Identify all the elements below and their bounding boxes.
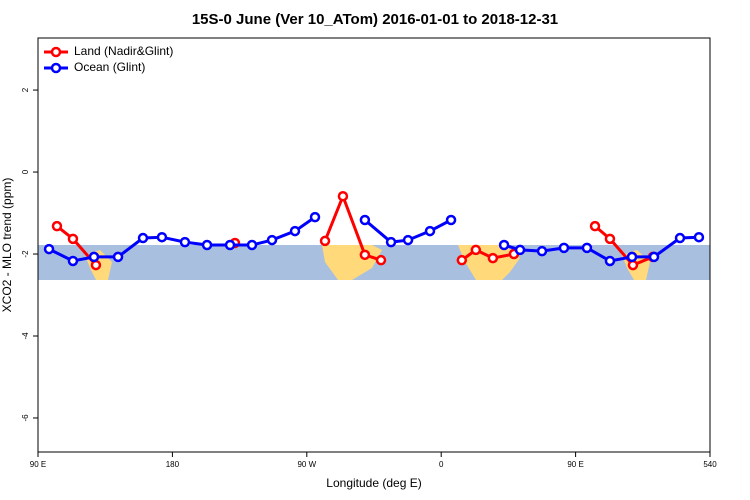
y-tick-label: -6 [21,414,30,422]
data-point [375,254,387,266]
x-axis-label: Longitude (deg E) [326,476,421,490]
x-tick-label: 90 W [297,460,316,469]
data-point [604,233,616,245]
data-point [536,245,548,257]
y-tick-label: 2 [21,87,30,92]
legend-marker [50,46,62,58]
data-point [648,251,660,263]
data-point [88,251,100,263]
data-point [112,251,124,263]
data-point [201,239,213,251]
x-tick-label: 180 [166,460,180,469]
y-tick-label: -4 [21,332,30,340]
series-line [503,235,700,263]
data-point [266,234,278,246]
series-line [594,225,654,267]
data-point [90,259,102,271]
data-point [470,244,482,256]
data-point [179,236,191,248]
legend-marker [50,62,62,74]
data-point [289,225,301,237]
data-point [402,234,414,246]
data-point [456,254,468,266]
data-point [487,252,499,264]
data-point [498,239,510,251]
data-point [604,255,616,267]
data-point [67,233,79,245]
series-line [323,192,382,262]
x-tick-label: 90 E [567,460,583,469]
y-axis-label: XCO2 - MLO trend (ppm) [0,178,14,313]
data-point [319,235,331,247]
series-line [460,248,515,262]
data-point [581,242,593,254]
data-point [589,220,601,232]
data-point [627,259,639,271]
data-point [424,225,436,237]
legend-label: Land (Nadir&Glint) [74,44,173,58]
plot-frame [37,37,711,453]
data-point [137,232,149,244]
data-point [558,242,570,254]
data-point [359,249,371,261]
data-point [309,211,321,223]
legend-label: Ocean (Glint) [74,60,145,74]
chart-title: 15S-0 June (Ver 10_ATom) 2016-01-01 to 2… [192,11,558,28]
data-point [224,239,236,251]
data-point [246,239,258,251]
data-point [693,231,705,243]
data-point [337,190,349,202]
x-tick-label: 90 E [30,460,46,469]
data-point [51,220,63,232]
data-point [514,244,526,256]
data-point [67,255,79,267]
data-point [156,231,168,243]
x-tick-label: 0 [439,460,444,469]
x-tick-label: 540 [703,460,717,469]
data-point [445,214,457,226]
data-point [674,232,686,244]
data-point [359,214,371,226]
y-tick-label: 0 [21,169,30,174]
data-point [385,236,397,248]
data-point [626,251,638,263]
data-point [43,243,55,255]
y-tick-label: -2 [21,250,30,258]
